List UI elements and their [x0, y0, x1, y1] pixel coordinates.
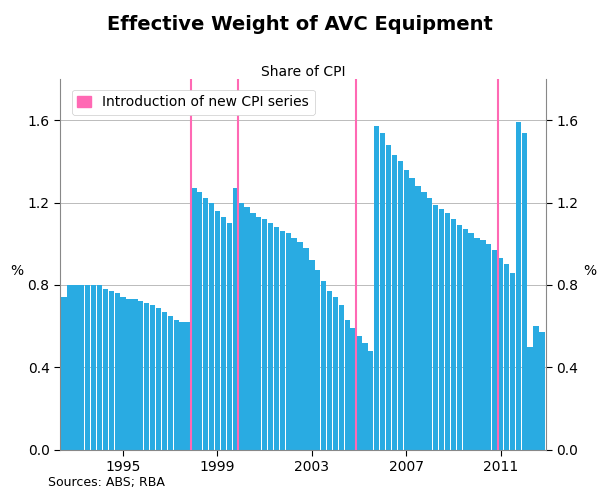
Bar	[85, 285, 91, 450]
Bar	[244, 206, 250, 450]
Bar	[156, 307, 161, 450]
Bar	[233, 188, 238, 450]
Bar	[338, 305, 344, 450]
Bar	[103, 289, 108, 450]
Bar	[380, 132, 385, 450]
Bar	[333, 297, 338, 450]
Bar	[392, 155, 397, 450]
Bar	[121, 297, 126, 450]
Bar	[475, 238, 479, 450]
Bar	[127, 299, 131, 450]
Bar	[203, 199, 208, 450]
Bar	[498, 258, 503, 450]
Bar	[221, 217, 226, 450]
Bar	[162, 312, 167, 450]
Bar	[486, 244, 491, 450]
Bar	[463, 229, 468, 450]
Bar	[386, 145, 391, 450]
Bar	[439, 209, 444, 450]
Y-axis label: %: %	[10, 264, 23, 278]
Bar	[167, 316, 173, 450]
Bar	[368, 351, 373, 450]
Bar	[309, 260, 314, 450]
Bar	[451, 219, 456, 450]
Bar	[109, 291, 114, 450]
Bar	[504, 264, 509, 450]
Bar	[132, 299, 137, 450]
Bar	[67, 285, 73, 450]
Bar	[515, 123, 521, 450]
Bar	[173, 320, 179, 450]
Bar	[298, 242, 303, 450]
Bar	[256, 217, 262, 450]
Bar	[415, 186, 421, 450]
Legend: Introduction of new CPI series: Introduction of new CPI series	[72, 90, 314, 115]
Bar	[215, 211, 220, 450]
Bar	[280, 231, 285, 450]
Bar	[421, 192, 427, 450]
Bar	[238, 203, 244, 450]
Bar	[138, 301, 143, 450]
Bar	[404, 169, 409, 450]
Bar	[185, 322, 191, 450]
Bar	[409, 178, 415, 450]
Bar	[97, 285, 102, 450]
Bar	[91, 285, 96, 450]
Bar	[480, 240, 485, 450]
Bar	[510, 273, 515, 450]
Bar	[286, 234, 291, 450]
Bar	[362, 342, 368, 450]
Bar	[209, 203, 214, 450]
Bar	[179, 322, 185, 450]
Bar	[79, 285, 85, 450]
Bar	[321, 281, 326, 450]
Bar	[144, 303, 149, 450]
Bar	[457, 225, 462, 450]
Bar	[527, 347, 533, 450]
Bar	[469, 234, 474, 450]
Bar	[315, 271, 320, 450]
Bar	[433, 205, 439, 450]
Bar	[303, 248, 308, 450]
Bar	[268, 223, 273, 450]
Bar	[61, 297, 67, 450]
Bar	[521, 132, 527, 450]
Bar	[445, 213, 450, 450]
Bar	[73, 285, 79, 450]
Bar	[356, 336, 362, 450]
Text: Sources: ABS; RBA: Sources: ABS; RBA	[48, 476, 165, 489]
Bar	[250, 213, 256, 450]
Bar	[539, 332, 545, 450]
Bar	[344, 320, 350, 450]
Bar	[533, 326, 539, 450]
Bar	[197, 192, 202, 450]
Bar	[350, 328, 356, 450]
Title: Share of CPI: Share of CPI	[261, 65, 345, 79]
Bar	[492, 250, 497, 450]
Bar	[327, 291, 332, 450]
Bar	[115, 293, 120, 450]
Bar	[227, 223, 232, 450]
Bar	[398, 162, 403, 450]
Text: Effective Weight of AVC Equipment: Effective Weight of AVC Equipment	[107, 15, 493, 34]
Bar	[191, 188, 197, 450]
Bar	[262, 219, 268, 450]
Bar	[292, 238, 297, 450]
Bar	[150, 305, 155, 450]
Bar	[427, 199, 433, 450]
Y-axis label: %: %	[583, 264, 596, 278]
Bar	[274, 227, 279, 450]
Bar	[374, 126, 379, 450]
